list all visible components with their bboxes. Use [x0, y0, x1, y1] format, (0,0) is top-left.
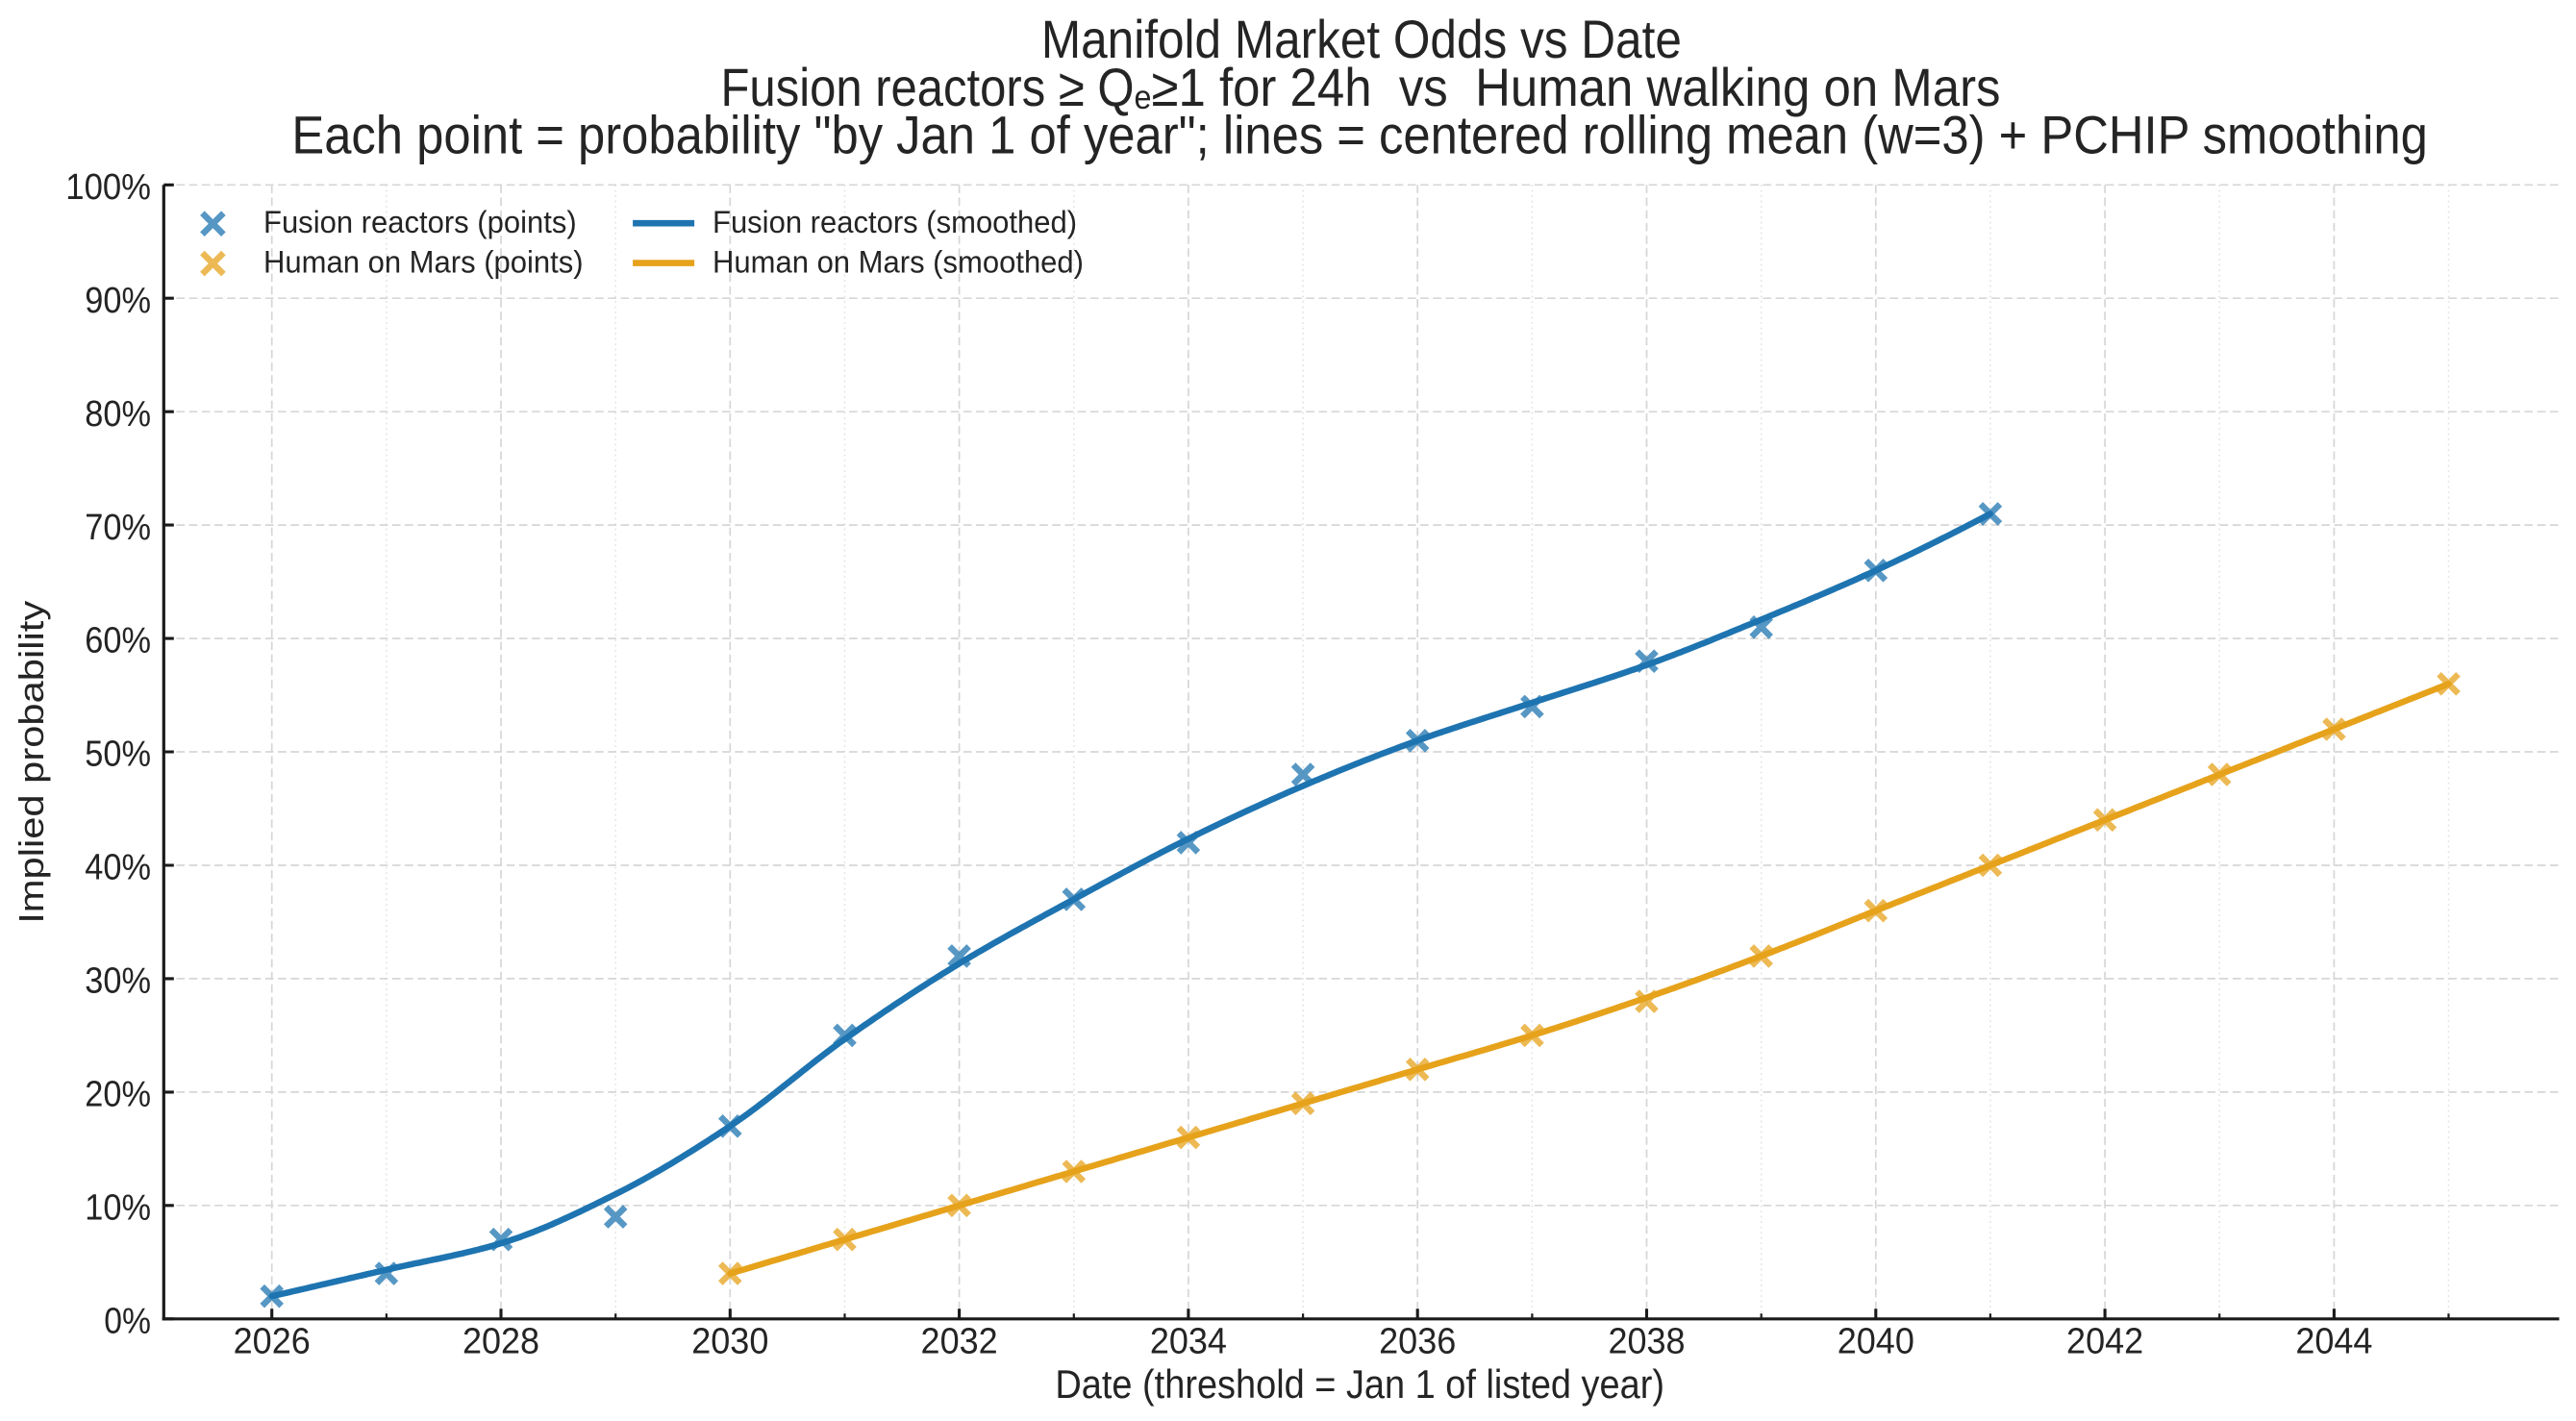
svg-text:Implied probability: Implied probability — [12, 600, 51, 924]
svg-text:100%: 100% — [65, 166, 151, 208]
svg-text:70%: 70% — [85, 507, 151, 548]
svg-text:Manifold Market Odds vs Date: Manifold Market Odds vs Date — [1041, 9, 1682, 69]
svg-text:50%: 50% — [85, 734, 151, 775]
svg-text:2032: 2032 — [921, 1320, 998, 1361]
svg-text:0%: 0% — [104, 1300, 151, 1341]
svg-text:2040: 2040 — [1838, 1320, 1914, 1361]
svg-text:2026: 2026 — [234, 1320, 311, 1361]
svg-text:2028: 2028 — [463, 1320, 539, 1361]
svg-text:2042: 2042 — [2066, 1320, 2143, 1361]
svg-text:10%: 10% — [85, 1186, 151, 1228]
svg-text:90%: 90% — [85, 280, 151, 321]
svg-text:2038: 2038 — [1608, 1320, 1685, 1361]
svg-text:40%: 40% — [85, 847, 151, 888]
svg-text:2034: 2034 — [1150, 1320, 1227, 1361]
svg-text:30%: 30% — [85, 960, 151, 1002]
svg-text:Fusion reactors (points): Fusion reactors (points) — [263, 204, 577, 239]
svg-text:60%: 60% — [85, 620, 151, 661]
svg-text:Fusion reactors (smoothed): Fusion reactors (smoothed) — [713, 204, 1077, 239]
svg-text:Date (threshold = Jan 1 of lis: Date (threshold = Jan 1 of listed year) — [1055, 1361, 1664, 1407]
svg-text:2044: 2044 — [2295, 1320, 2372, 1361]
svg-text:e: e — [1135, 79, 1152, 116]
svg-text:Each point = probability "by J: Each point = probability "by Jan 1 of ye… — [291, 105, 2428, 165]
svg-text:Fusion reactors ≥ Q: Fusion reactors ≥ Q — [721, 57, 1135, 117]
svg-text:≥1 for 24h vs Human walking: ≥1 for 24h vs Human walking on Mars — [1152, 57, 2001, 117]
svg-text:2030: 2030 — [691, 1320, 768, 1361]
svg-text:Human on Mars (smoothed): Human on Mars (smoothed) — [713, 243, 1084, 279]
svg-text:2036: 2036 — [1379, 1320, 1456, 1361]
svg-text:Human on Mars (points): Human on Mars (points) — [263, 243, 584, 279]
svg-text:20%: 20% — [85, 1074, 151, 1115]
svg-text:80%: 80% — [85, 393, 151, 435]
